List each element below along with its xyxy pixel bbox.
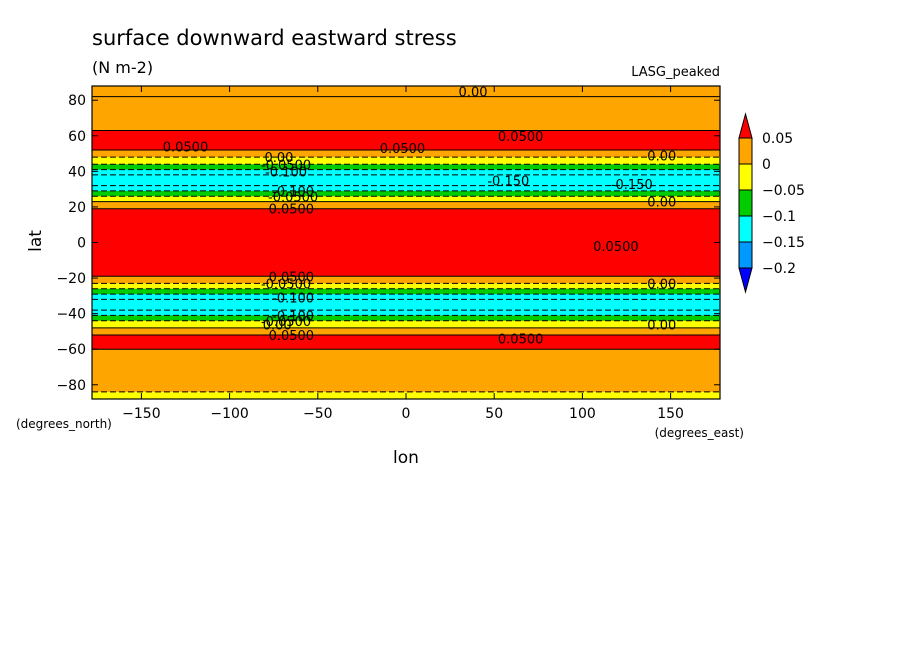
contour-band [92, 310, 720, 316]
x-tick-label: 100 [569, 406, 596, 422]
contour-band [92, 283, 720, 290]
contour-label: -0.150 [487, 174, 529, 189]
contour-band [92, 299, 720, 311]
colorbar-segment [738, 137, 753, 165]
contour-label: -0.0500 [268, 190, 318, 205]
colorbar-segment [738, 241, 753, 269]
colorbar: 0.05 0 −0.05 −0.1 −0.15 −0.2 [738, 112, 805, 294]
contour-band [92, 315, 720, 322]
colorbar-tick-label: −0.05 [762, 183, 805, 199]
y-tick-label: −80 [56, 378, 86, 394]
x-units-label: (degrees_east) [655, 426, 744, 440]
contour-band [92, 349, 720, 393]
contour-band [92, 150, 720, 158]
contour-band [92, 276, 720, 284]
contour-band [92, 327, 720, 336]
contour-band [92, 96, 720, 131]
colorbar-segment [738, 215, 753, 243]
colorbar-segment [738, 189, 753, 217]
contour-label: -0.100 [272, 309, 314, 324]
x-tick-label: −150 [122, 406, 160, 422]
colorbar-tick-label: −0.2 [762, 261, 796, 277]
x-tick-label: 0 [402, 406, 411, 422]
x-tick-label: 50 [485, 406, 503, 422]
contour-label: -0.100 [265, 165, 307, 180]
contour-label: 0.00 [647, 318, 676, 333]
y-tick-label: 40 [68, 164, 86, 180]
contour-band [92, 320, 720, 329]
contour-band [92, 294, 720, 300]
chart-subtitle: (N m-2) [92, 58, 153, 77]
y-axis-label: lat [26, 230, 46, 252]
colorbar-cap-high [738, 112, 753, 139]
contour-label: 0.00 [265, 151, 294, 166]
chart-title: surface downward eastward stress [92, 26, 457, 50]
y-tick-label: −60 [56, 342, 86, 358]
contour-band [92, 164, 720, 171]
contour-label: 0.00 [459, 85, 488, 100]
contour-band [92, 196, 720, 203]
contour-label: 0.0500 [498, 333, 544, 348]
contour-band [92, 201, 720, 210]
contour-band [92, 190, 720, 197]
contour-label: -0.0500 [261, 277, 311, 292]
dataset-label: LASG_peaked [631, 65, 720, 80]
contour-label: -0.100 [272, 292, 314, 307]
colorbar-tick-label: −0.1 [762, 209, 796, 225]
contour-label: 0.00 [647, 277, 676, 292]
x-tick-label: −100 [210, 406, 248, 422]
colorbar-cap-low [738, 267, 753, 294]
x-axis-label: lon [393, 448, 419, 468]
plot-area [92, 86, 720, 400]
contour-band [92, 185, 720, 192]
y-tick-label: −40 [56, 307, 86, 323]
contour-band [92, 208, 720, 277]
colorbar-tick-label: −0.15 [762, 235, 805, 251]
contour-label: 0.0500 [269, 270, 315, 285]
contour-label: 0.00 [647, 196, 676, 211]
axes: −150 −100 −50 0 50 100 150 80 60 40 20 0 −20 −40 −60 −8… [56, 85, 721, 422]
contour-label: 0.00 [263, 318, 292, 333]
y-tick-label: −20 [56, 271, 86, 287]
colorbar-segment [738, 163, 753, 191]
contour-label: 0.0500 [269, 203, 315, 218]
contour-label: -0.0500 [261, 315, 311, 330]
contour-band [92, 169, 720, 176]
contour-band [92, 334, 720, 350]
y-units-label: (degrees_north) [16, 417, 112, 431]
y-tick-label: 0 [77, 236, 86, 252]
y-tick-label: 60 [68, 129, 86, 145]
x-tick-label: −50 [303, 406, 333, 422]
contour-band [92, 288, 720, 295]
contour-label: 0.0500 [498, 130, 544, 145]
contour-label: 0.00 [647, 149, 676, 164]
contour-band [92, 130, 720, 151]
y-tick-label: 20 [68, 200, 86, 216]
colorbar-tick-label: 0 [762, 157, 771, 173]
contour-band [92, 174, 720, 187]
contour-label: 0.0500 [269, 329, 315, 344]
colorbar-tick-label: 0.05 [762, 131, 793, 147]
contour-label: -0.150 [611, 178, 653, 193]
contour-label: 0.0500 [163, 140, 209, 155]
contour-band [92, 157, 720, 165]
y-tick-label: 80 [68, 93, 86, 109]
contour-label: 0.0500 [593, 240, 639, 255]
x-tick-label: 150 [657, 406, 684, 422]
contour-label: 0.0500 [380, 142, 426, 157]
contour-label: -0.100 [272, 185, 314, 200]
contour-label: -0.0500 [261, 158, 311, 173]
